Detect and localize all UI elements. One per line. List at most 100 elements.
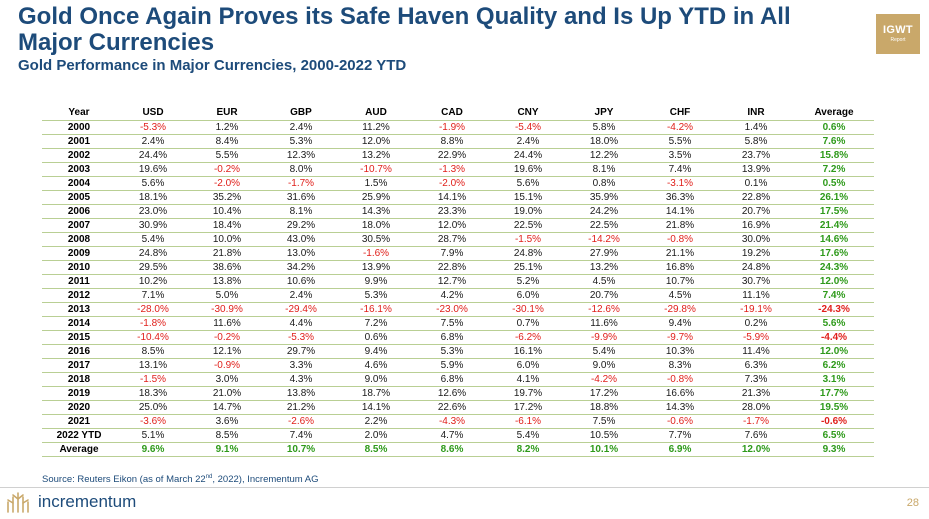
cell-inr: -5.9%	[742, 331, 770, 343]
cell-cny: 24.4%	[513, 149, 543, 161]
cell-aud: 0.6%	[364, 331, 388, 343]
cell-chf: 9.4%	[668, 317, 692, 329]
cell-eur: -0.2%	[213, 331, 241, 343]
cell-chf: -29.8%	[664, 303, 696, 315]
table-row: 2022 YTD 5.1% 8.5% 7.4% 2.0% 4.7% 5.4% 10.5% 7.7…	[42, 428, 874, 442]
cell-aud: 7.2%	[364, 317, 388, 329]
cell-gbp: 2.4%	[289, 121, 313, 133]
cell-inr: 23.7%	[741, 149, 771, 161]
column-header-cny: CNY	[517, 106, 539, 118]
column-header-usd: USD	[142, 106, 164, 118]
cell-eur: 5.5%	[215, 149, 239, 161]
column-header-jpy: JPY	[594, 106, 614, 118]
cell-jpy: 10.5%	[589, 429, 619, 441]
cell-average: -4.4%	[820, 331, 848, 343]
cell-inr: 13.9%	[741, 163, 771, 175]
cell-jpy: 4.5%	[592, 275, 616, 287]
cell-chf: -0.8%	[666, 373, 694, 385]
cell-cny: 0.7%	[516, 317, 540, 329]
cell-eur: 3.0%	[215, 373, 239, 385]
cell-cad: 14.1%	[437, 191, 467, 203]
table-row: 2016 8.5% 12.1% 29.7% 9.4% 5.3% 16.1% 5.4% 10.3%…	[42, 344, 874, 358]
cell-jpy: 5.4%	[592, 345, 616, 357]
cell-average: 24.3%	[819, 261, 849, 273]
cell-average: -24.3%	[818, 303, 850, 315]
cell-chf: 21.8%	[665, 219, 695, 231]
cell-jpy: 20.7%	[589, 289, 619, 301]
cell-cad: 23.3%	[437, 205, 467, 217]
table-row: 2002 24.4% 5.5% 12.3% 13.2% 22.9% 24.4% 12.2% 3.…	[42, 148, 874, 162]
cell-gbp: 3.3%	[289, 359, 313, 371]
cell-aud: 2.2%	[364, 415, 388, 427]
cell-cad: 12.6%	[437, 387, 467, 399]
cell-jpy: 24.2%	[589, 205, 619, 217]
cell-cny: 2.4%	[516, 135, 540, 147]
column-header-year: Year	[68, 106, 90, 118]
cell-average: 14.6%	[819, 233, 849, 245]
cell-usd: 24.8%	[138, 247, 168, 259]
table-row: 2009 24.8% 21.8% 13.0% -1.6% 7.9% 24.8% 27.9% 21…	[42, 246, 874, 260]
table-row: 2007 30.9% 18.4% 29.2% 18.0% 12.0% 22.5% 22.5% 2…	[42, 218, 874, 232]
table-row: 2011 10.2% 13.8% 10.6% 9.9% 12.7% 5.2% 4.5% 10.7…	[42, 274, 874, 288]
cell-average: 26.1%	[819, 191, 849, 203]
cell-eur: 35.2%	[212, 191, 242, 203]
cell-aud: 2.0%	[364, 429, 388, 441]
cell-cny: -1.5%	[514, 233, 542, 245]
cell-jpy: 9.0%	[592, 359, 616, 371]
cell-inr: 30.0%	[741, 233, 771, 245]
cell-eur: 8.4%	[215, 135, 239, 147]
cell-aud: 25.9%	[361, 191, 391, 203]
cell-average: 21.4%	[819, 219, 849, 231]
cell-cny: 25.1%	[513, 261, 543, 273]
cell-usd: -28.0%	[137, 303, 169, 315]
cell-usd: -5.3%	[139, 121, 167, 133]
cell-aud: 1.5%	[364, 177, 388, 189]
row-label: 2009	[67, 247, 91, 259]
cell-cny: -6.2%	[514, 331, 542, 343]
cell-eur: 18.4%	[212, 219, 242, 231]
cell-eur: 10.0%	[212, 233, 242, 245]
cell-chf: 16.6%	[665, 387, 695, 399]
cell-inr: 19.2%	[741, 247, 771, 259]
cell-aud: 13.9%	[361, 261, 391, 273]
cell-inr: 24.8%	[741, 261, 771, 273]
cell-cny: 8.2%	[516, 443, 540, 455]
cell-jpy: 5.8%	[592, 121, 616, 133]
cell-jpy: 8.1%	[592, 163, 616, 175]
cell-average: 7.4%	[822, 289, 846, 301]
cell-gbp: 29.7%	[286, 345, 316, 357]
cell-eur: 12.1%	[212, 345, 242, 357]
table-row: 2003 19.6% -0.2% 8.0% -10.7% -1.3% 19.6% 8.1% 7.…	[42, 162, 874, 176]
cell-aud: 9.4%	[364, 345, 388, 357]
cell-cad: 28.7%	[437, 233, 467, 245]
table-row: 2014 -1.8% 11.6% 4.4% 7.2% 7.5% 0.7% 11.6% 9.4% 0…	[42, 316, 874, 330]
cell-aud: 13.2%	[361, 149, 391, 161]
cell-gbp: 43.0%	[286, 233, 316, 245]
row-label: 2011	[68, 275, 90, 287]
cell-aud: 9.0%	[364, 373, 388, 385]
cell-jpy: 0.8%	[592, 177, 616, 189]
cell-aud: -10.7%	[360, 163, 392, 175]
cell-inr: 20.7%	[741, 205, 771, 217]
row-label: 2007	[67, 219, 91, 231]
column-header-chf: CHF	[669, 106, 691, 118]
cell-jpy: 10.1%	[589, 443, 619, 455]
cell-cad: -2.0%	[438, 177, 466, 189]
cell-eur: 21.0%	[212, 387, 242, 399]
cell-inr: 11.1%	[742, 289, 770, 301]
cell-usd: 13.1%	[138, 359, 168, 371]
cell-usd: 29.5%	[138, 261, 168, 273]
cell-gbp: -2.6%	[287, 415, 315, 427]
cell-eur: 9.1%	[215, 443, 239, 455]
row-label: 2017	[67, 359, 91, 371]
cell-cad: 6.8%	[440, 373, 464, 385]
cell-cad: -1.9%	[438, 121, 466, 133]
cell-gbp: 13.0%	[286, 247, 316, 259]
table-row: 2008 5.4% 10.0% 43.0% 30.5% 28.7% -1.5% -14.2% -…	[42, 232, 874, 246]
cell-chf: 7.4%	[668, 163, 692, 175]
performance-table: Year USD EUR GBP AUD CAD CNY JPY CHF INR Average 2…	[42, 105, 874, 457]
cell-chf: 36.3%	[665, 191, 695, 203]
cell-jpy: -4.2%	[590, 373, 618, 385]
cell-inr: 22.8%	[741, 191, 771, 203]
cell-cad: -4.3%	[438, 415, 466, 427]
